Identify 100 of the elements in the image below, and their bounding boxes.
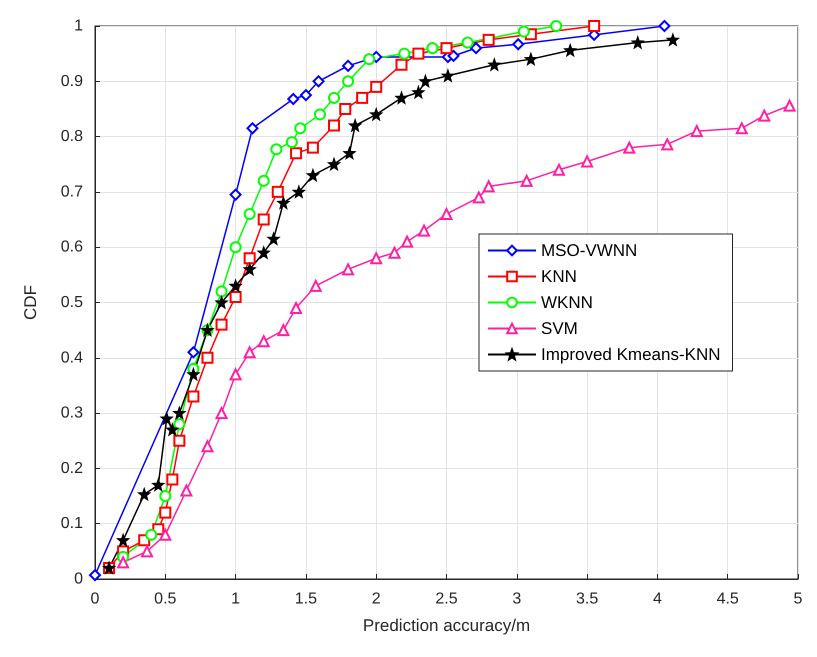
point: [342, 75, 354, 88]
point: [518, 26, 530, 38]
point: [230, 188, 242, 201]
point: [277, 324, 290, 336]
point: [784, 100, 796, 112]
point: [470, 42, 482, 54]
point: [363, 53, 376, 66]
point: [173, 434, 186, 447]
point: [244, 252, 256, 264]
point: [159, 506, 172, 519]
legend-label: KNN: [541, 267, 577, 286]
y-tick-label: 0.3: [60, 404, 84, 422]
point: [552, 164, 565, 176]
legend-label: WKNN: [541, 293, 593, 312]
point: [462, 36, 474, 49]
point: [482, 180, 495, 192]
y-tick-label: 0.9: [60, 72, 84, 90]
point: [244, 208, 256, 220]
point: [258, 214, 270, 226]
y-tick-label: 0.7: [60, 183, 84, 200]
y-tick-label: 0.2: [60, 460, 84, 477]
point: [230, 241, 242, 254]
point: [216, 407, 228, 420]
point: [448, 50, 460, 62]
point: [370, 108, 382, 120]
point: [758, 110, 770, 122]
point: [388, 246, 400, 259]
x-tick-label: 2: [372, 590, 381, 608]
point: [314, 108, 326, 120]
y-tick-label: 0.5: [60, 294, 84, 311]
point: [290, 147, 302, 160]
y-tick-label: 0.4: [60, 349, 84, 366]
point: [482, 34, 495, 46]
point: [286, 136, 298, 148]
point: [370, 80, 382, 93]
point: [166, 473, 178, 486]
point: [342, 60, 354, 72]
point: [278, 197, 289, 208]
y-axis-title: CDF: [21, 285, 40, 320]
x-tick-label: 1: [231, 590, 240, 608]
point: [520, 174, 533, 187]
point: [658, 20, 670, 32]
point: [117, 556, 130, 568]
point: [270, 143, 282, 156]
y-tick-label: 0.1: [60, 515, 84, 532]
point: [550, 20, 562, 32]
point: [370, 252, 382, 264]
point: [300, 89, 312, 102]
x-tick-label: 0.5: [154, 590, 177, 608]
point: [89, 569, 101, 582]
point: [287, 92, 300, 105]
point: [472, 191, 485, 204]
point: [201, 440, 214, 452]
x-tick-label: 0: [90, 590, 100, 608]
point: [736, 122, 748, 134]
x-tick-label: 5: [794, 590, 803, 608]
point: [159, 528, 172, 541]
point: [141, 545, 154, 558]
point: [440, 42, 452, 54]
point: [581, 155, 594, 168]
legend-label: SVM: [541, 319, 578, 338]
y-tick-label: 0: [74, 570, 84, 588]
point: [230, 368, 242, 380]
x-tick-label: 1.5: [294, 590, 318, 608]
point: [180, 484, 192, 497]
point: [187, 346, 200, 358]
x-tick-label: 4.5: [716, 590, 739, 608]
point: [690, 125, 703, 138]
point: [588, 20, 600, 32]
x-tick-label: 2.5: [435, 590, 458, 608]
point: [258, 335, 270, 348]
x-tick-label: 3.5: [576, 590, 598, 608]
point: [623, 142, 636, 154]
point: [244, 346, 256, 358]
point: [398, 48, 410, 60]
point: [306, 142, 319, 154]
point: [272, 186, 284, 198]
y-tick-label: 0.8: [60, 128, 84, 146]
x-axis-title: Prediction accuracy/m: [362, 616, 530, 635]
point: [328, 92, 340, 104]
point: [661, 138, 674, 150]
point: [294, 122, 306, 134]
point: [258, 174, 270, 187]
point: [187, 390, 200, 403]
point: [412, 48, 424, 60]
point: [426, 42, 438, 54]
point: [342, 263, 354, 276]
legend-label: MSO-VWNN: [541, 241, 638, 260]
point: [312, 75, 325, 88]
point: [401, 236, 414, 248]
x-tick-label: 3: [512, 590, 522, 608]
point: [356, 92, 368, 104]
point: [310, 280, 322, 292]
legend-label: Improved Kmeans-KNN: [541, 345, 721, 364]
point: [152, 479, 164, 490]
point: [216, 318, 228, 331]
point: [418, 224, 430, 237]
point: [339, 102, 352, 115]
y-tick-label: 1: [74, 18, 84, 34]
point: [246, 122, 258, 134]
